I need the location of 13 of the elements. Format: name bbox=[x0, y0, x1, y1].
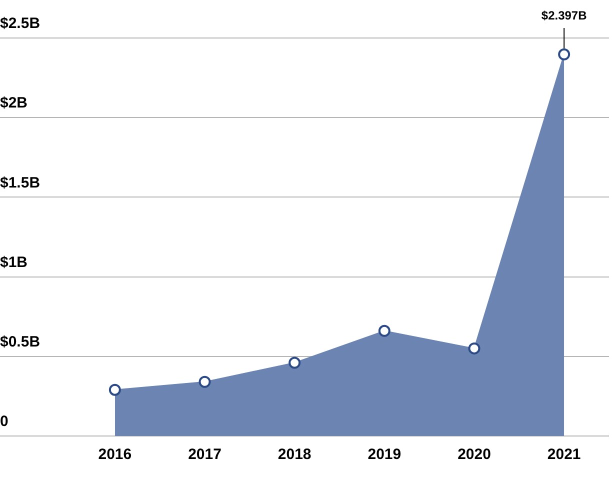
y-tick-label: $2B bbox=[0, 94, 28, 112]
x-tick-label: 2020 bbox=[458, 446, 491, 464]
y-tick-label: $1.5B bbox=[0, 174, 40, 192]
x-tick-label: 2016 bbox=[98, 446, 132, 464]
x-tick-label: 2017 bbox=[188, 446, 222, 464]
x-tick-label: 2021 bbox=[547, 446, 581, 464]
data-label: $2.397B bbox=[541, 8, 588, 22]
y-tick-label: $1B bbox=[0, 254, 28, 271]
x-tick-label: 2018 bbox=[278, 446, 312, 464]
y-tick-label: $0.5B bbox=[0, 334, 40, 351]
x-tick-label: 2019 bbox=[368, 446, 402, 464]
y-tick-label: 0 bbox=[0, 413, 8, 430]
y-tick-label: $2.5B bbox=[0, 15, 40, 32]
